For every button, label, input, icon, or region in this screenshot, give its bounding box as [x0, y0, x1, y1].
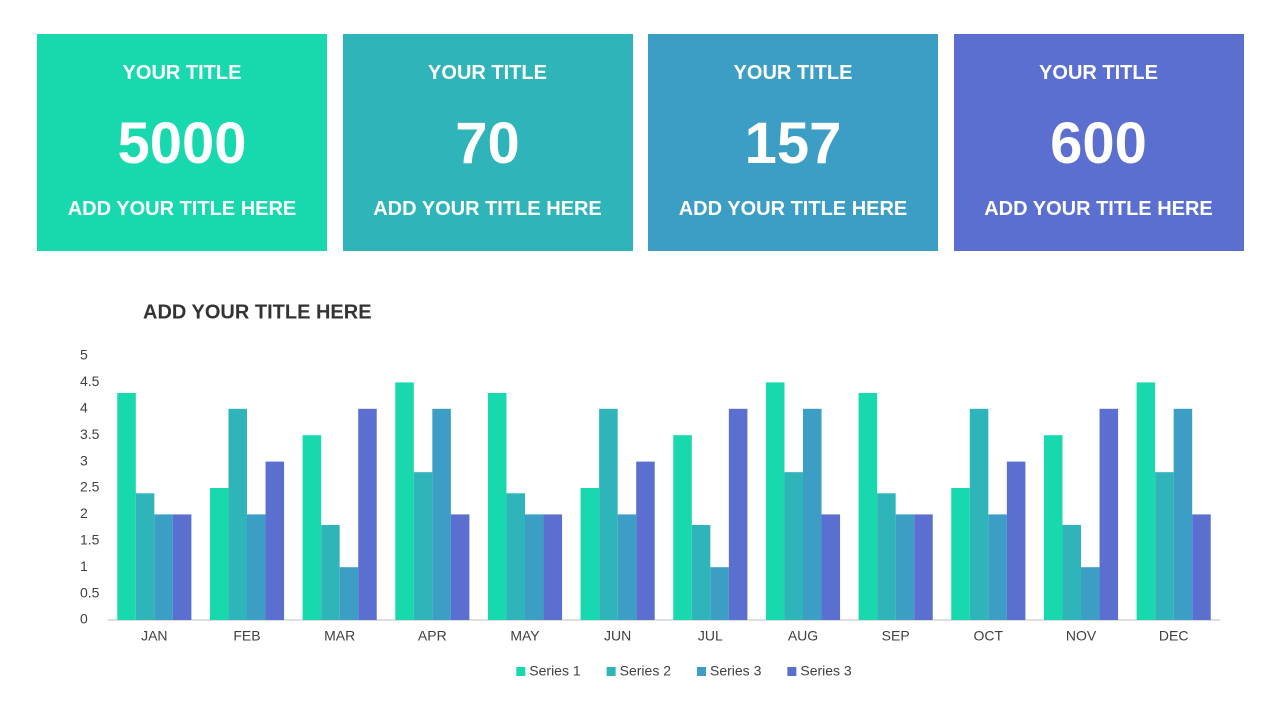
bar [413, 472, 433, 620]
legend-label: Series 3 [800, 663, 852, 679]
bar [691, 524, 711, 620]
bar [617, 514, 637, 620]
bar [1081, 567, 1100, 620]
x-tick-label: MAR [324, 628, 355, 644]
bar [858, 392, 878, 620]
bar [710, 567, 729, 620]
x-tick-label: OCT [974, 628, 1004, 644]
y-tick-label: 1 [80, 558, 88, 574]
bar [1062, 524, 1081, 620]
y-tick-label: 3.5 [80, 426, 100, 442]
bar [302, 435, 322, 620]
bar [673, 435, 692, 620]
x-tick-label: JAN [141, 628, 167, 644]
bar [525, 514, 544, 620]
legend-marker [697, 667, 706, 676]
bar [432, 408, 451, 620]
kpi-card: YOUR TITLE 5000 ADD YOUR TITLE HERE [37, 34, 327, 251]
y-tick-label: 0.5 [80, 584, 100, 600]
legend-label: Series 2 [620, 663, 672, 679]
card-title: YOUR TITLE [1039, 62, 1158, 84]
y-tick-label: 4.5 [80, 373, 100, 389]
bar [821, 514, 841, 620]
y-tick-label: 4 [80, 400, 88, 416]
card-title: YOUR TITLE [428, 62, 547, 84]
bar [988, 514, 1007, 620]
x-tick-label: JUN [604, 628, 631, 644]
y-tick-label: 1.5 [80, 532, 100, 548]
card-value: 157 [744, 111, 842, 176]
legend-marker [787, 667, 797, 676]
x-tick-label: NOV [1066, 628, 1097, 644]
x-tick-label: MAY [510, 628, 540, 644]
legend-label: Series 1 [529, 663, 581, 679]
card-value: 600 [1050, 111, 1147, 176]
kpi-card: YOUR TITLE 600 ADD YOUR TITLE HERE [953, 34, 1244, 251]
x-tick-label: SEP [882, 628, 910, 644]
x-tick-label: DEC [1159, 628, 1189, 644]
bar [339, 567, 359, 620]
bar [636, 461, 655, 620]
bar [358, 408, 377, 620]
bar [265, 461, 285, 620]
chart-title: ADD YOUR TITLE HERE [143, 301, 372, 323]
bar [209, 488, 229, 620]
bar [914, 514, 933, 620]
bar [172, 514, 192, 620]
bar [1006, 461, 1026, 620]
card-subtitle: ADD YOUR TITLE HERE [984, 198, 1213, 220]
y-tick-label: 2 [80, 505, 88, 521]
bar [395, 382, 414, 620]
bar [506, 493, 525, 620]
bar [895, 514, 915, 620]
card-value: 70 [455, 111, 520, 176]
kpi-cards: YOUR TITLE 5000 ADD YOUR TITLE HERE YOUR TI… [0, 0, 1280, 260]
bar [247, 514, 266, 620]
bar [228, 408, 247, 620]
card-subtitle: ADD YOUR TITLE HERE [678, 198, 908, 220]
legend-marker [606, 667, 616, 676]
bar [1099, 408, 1119, 620]
y-tick-label: 3 [80, 452, 88, 468]
y-tick-label: 5 [80, 347, 88, 363]
bar [117, 392, 136, 620]
bar [969, 408, 989, 620]
bar [1136, 382, 1156, 620]
bar [580, 488, 600, 620]
bar [450, 514, 470, 620]
bar [765, 382, 785, 620]
x-tick-label: APR [418, 628, 447, 644]
bar [877, 493, 896, 620]
bar [321, 524, 340, 620]
card-subtitle: ADD YOUR TITLE HERE [373, 198, 602, 220]
x-tick-label: FEB [233, 628, 260, 644]
card-value: 5000 [117, 111, 247, 176]
bar [1192, 514, 1211, 620]
card-subtitle: ADD YOUR TITLE HERE [67, 198, 297, 220]
kpi-card: YOUR TITLE 157 ADD YOUR TITLE HERE [648, 34, 938, 251]
x-tick-label: JUL [698, 628, 723, 644]
bar [1043, 435, 1063, 620]
bar [135, 493, 155, 620]
card-title: YOUR TITLE [122, 62, 242, 84]
kpi-card: YOUR TITLE 70 ADD YOUR TITLE HERE [342, 34, 633, 251]
bar [1155, 472, 1174, 620]
y-tick-label: 2.5 [80, 479, 100, 495]
bar [951, 488, 970, 620]
legend-marker [516, 667, 526, 676]
card-title: YOUR TITLE [733, 62, 853, 84]
x-tick-label: AUG [788, 628, 818, 644]
bar [1173, 408, 1193, 620]
bar [728, 408, 748, 620]
bar [487, 392, 507, 620]
bar [599, 408, 618, 620]
bar [803, 408, 822, 620]
bar [543, 514, 563, 620]
legend-label: Series 3 [710, 663, 762, 679]
bar [784, 472, 803, 620]
y-tick-label: 0 [80, 611, 88, 627]
bar [154, 514, 173, 620]
